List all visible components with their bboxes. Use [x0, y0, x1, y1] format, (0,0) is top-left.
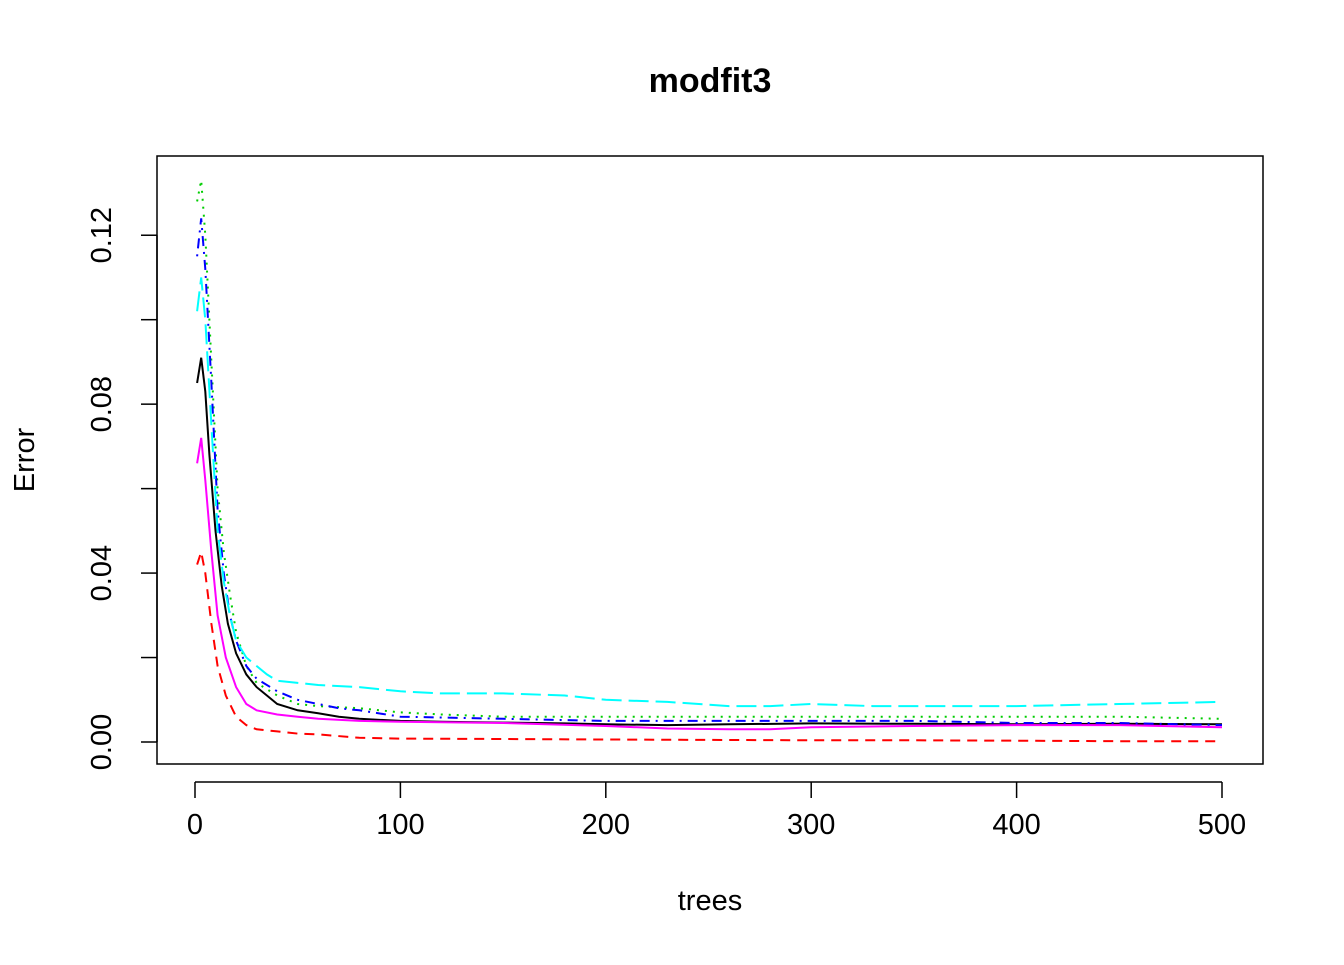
series-line-3 [196, 180, 1223, 720]
y-tick-label: 0.04 [86, 545, 118, 601]
y-axis: 0.00 0.04 0.08 0.12 [86, 207, 158, 770]
y-tick-label: 0.00 [86, 714, 118, 770]
series-line-2 [196, 548, 1222, 743]
x-axis-label: trees [678, 885, 742, 917]
x-tick-label: 100 [376, 809, 424, 841]
y-tick-label: 0.12 [86, 207, 118, 263]
x-tick-label: 200 [582, 809, 630, 841]
x-tick-label: 500 [1198, 809, 1246, 841]
plot-frame [156, 155, 1264, 765]
x-tick-label: 300 [787, 809, 835, 841]
series-line-4 [196, 218, 1223, 727]
x-tick-label: 0 [187, 809, 203, 841]
series-line-6 [196, 437, 1223, 731]
y-axis-label: Error [9, 427, 41, 492]
x-axis: 0 100 200 300 400 500 [187, 781, 1246, 841]
series-line-5 [196, 277, 1223, 708]
series-line-1 [196, 357, 1223, 727]
x-tick-label: 400 [992, 809, 1040, 841]
y-tick-label: 0.08 [86, 376, 118, 432]
chart-title: modfit3 [649, 62, 772, 100]
series-layer [196, 180, 1223, 743]
